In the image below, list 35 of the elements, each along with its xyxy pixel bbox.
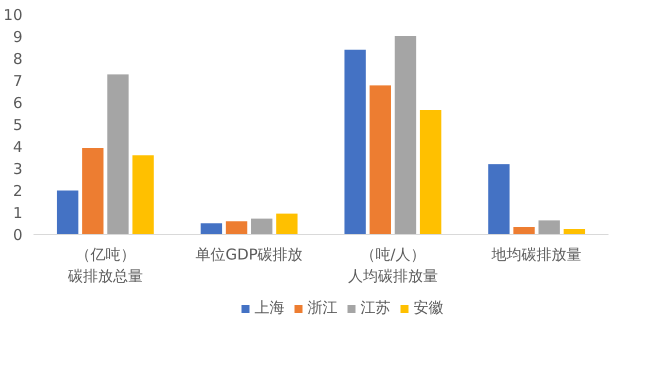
x-tick-label: 地均碳排放量	[490, 246, 582, 264]
y-tick-label: 8	[12, 50, 23, 68]
x-tick-label: （亿吨）碳排放总量	[66, 246, 143, 286]
y-tick-label: 2	[12, 182, 23, 200]
bar	[82, 148, 104, 234]
bar	[513, 227, 535, 234]
y-tick-label: 10	[3, 6, 23, 24]
y-tick-label: 9	[12, 28, 23, 46]
x-tick-label: （吨/人）人均碳排放量	[348, 246, 438, 286]
legend-label: 上海	[254, 298, 284, 318]
bar	[200, 223, 222, 234]
y-tick-label: 4	[12, 138, 23, 156]
y-tick-label: 7	[12, 72, 23, 90]
y-tick-label: 6	[12, 94, 23, 112]
legend-label: 浙江	[308, 298, 338, 318]
bar	[564, 229, 586, 234]
bar	[107, 74, 129, 234]
bar	[488, 164, 510, 234]
bar	[344, 50, 366, 234]
legend-label: 安徽	[414, 298, 444, 318]
bar	[251, 218, 272, 234]
x-tick-label: 单位GDP碳排放	[196, 246, 303, 264]
bar	[370, 85, 391, 234]
y-tick-label: 0	[12, 226, 23, 244]
y-tick-label: 1	[12, 204, 23, 222]
y-tick-label: 5	[12, 116, 23, 134]
legend-label: 江苏	[360, 298, 390, 318]
bar	[538, 220, 560, 234]
bar	[226, 221, 248, 234]
bar	[56, 190, 78, 234]
bar	[420, 110, 442, 234]
y-tick-label: 3	[12, 160, 23, 178]
bar	[132, 155, 154, 234]
bar	[276, 214, 298, 234]
bar	[394, 36, 416, 234]
